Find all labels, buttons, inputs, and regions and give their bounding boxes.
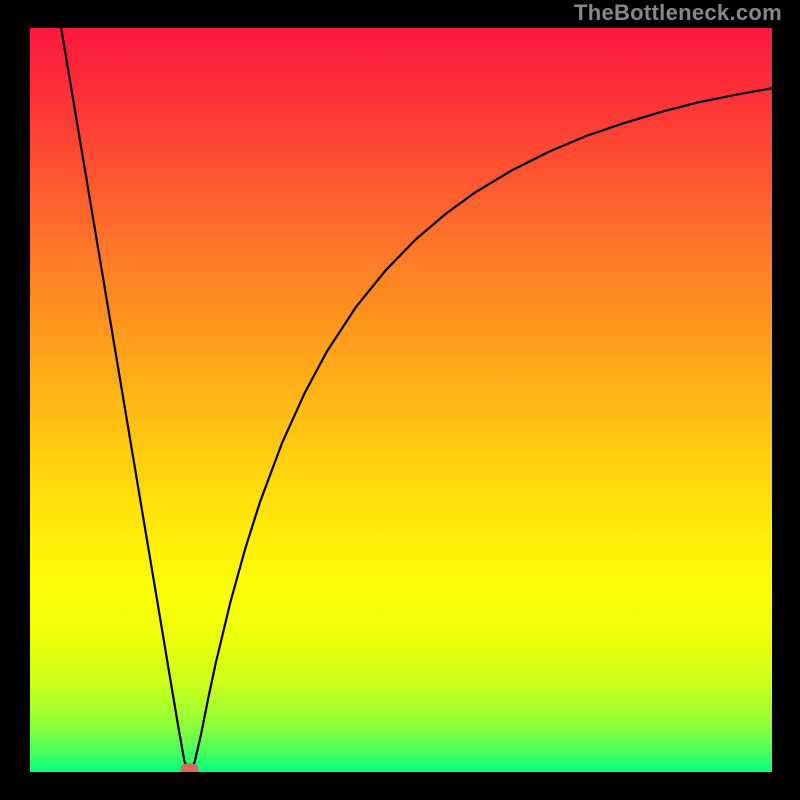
plot-area — [30, 28, 772, 772]
watermark-text: TheBottleneck.com — [574, 0, 782, 26]
chart-background — [30, 28, 772, 772]
chart-svg — [30, 28, 772, 772]
